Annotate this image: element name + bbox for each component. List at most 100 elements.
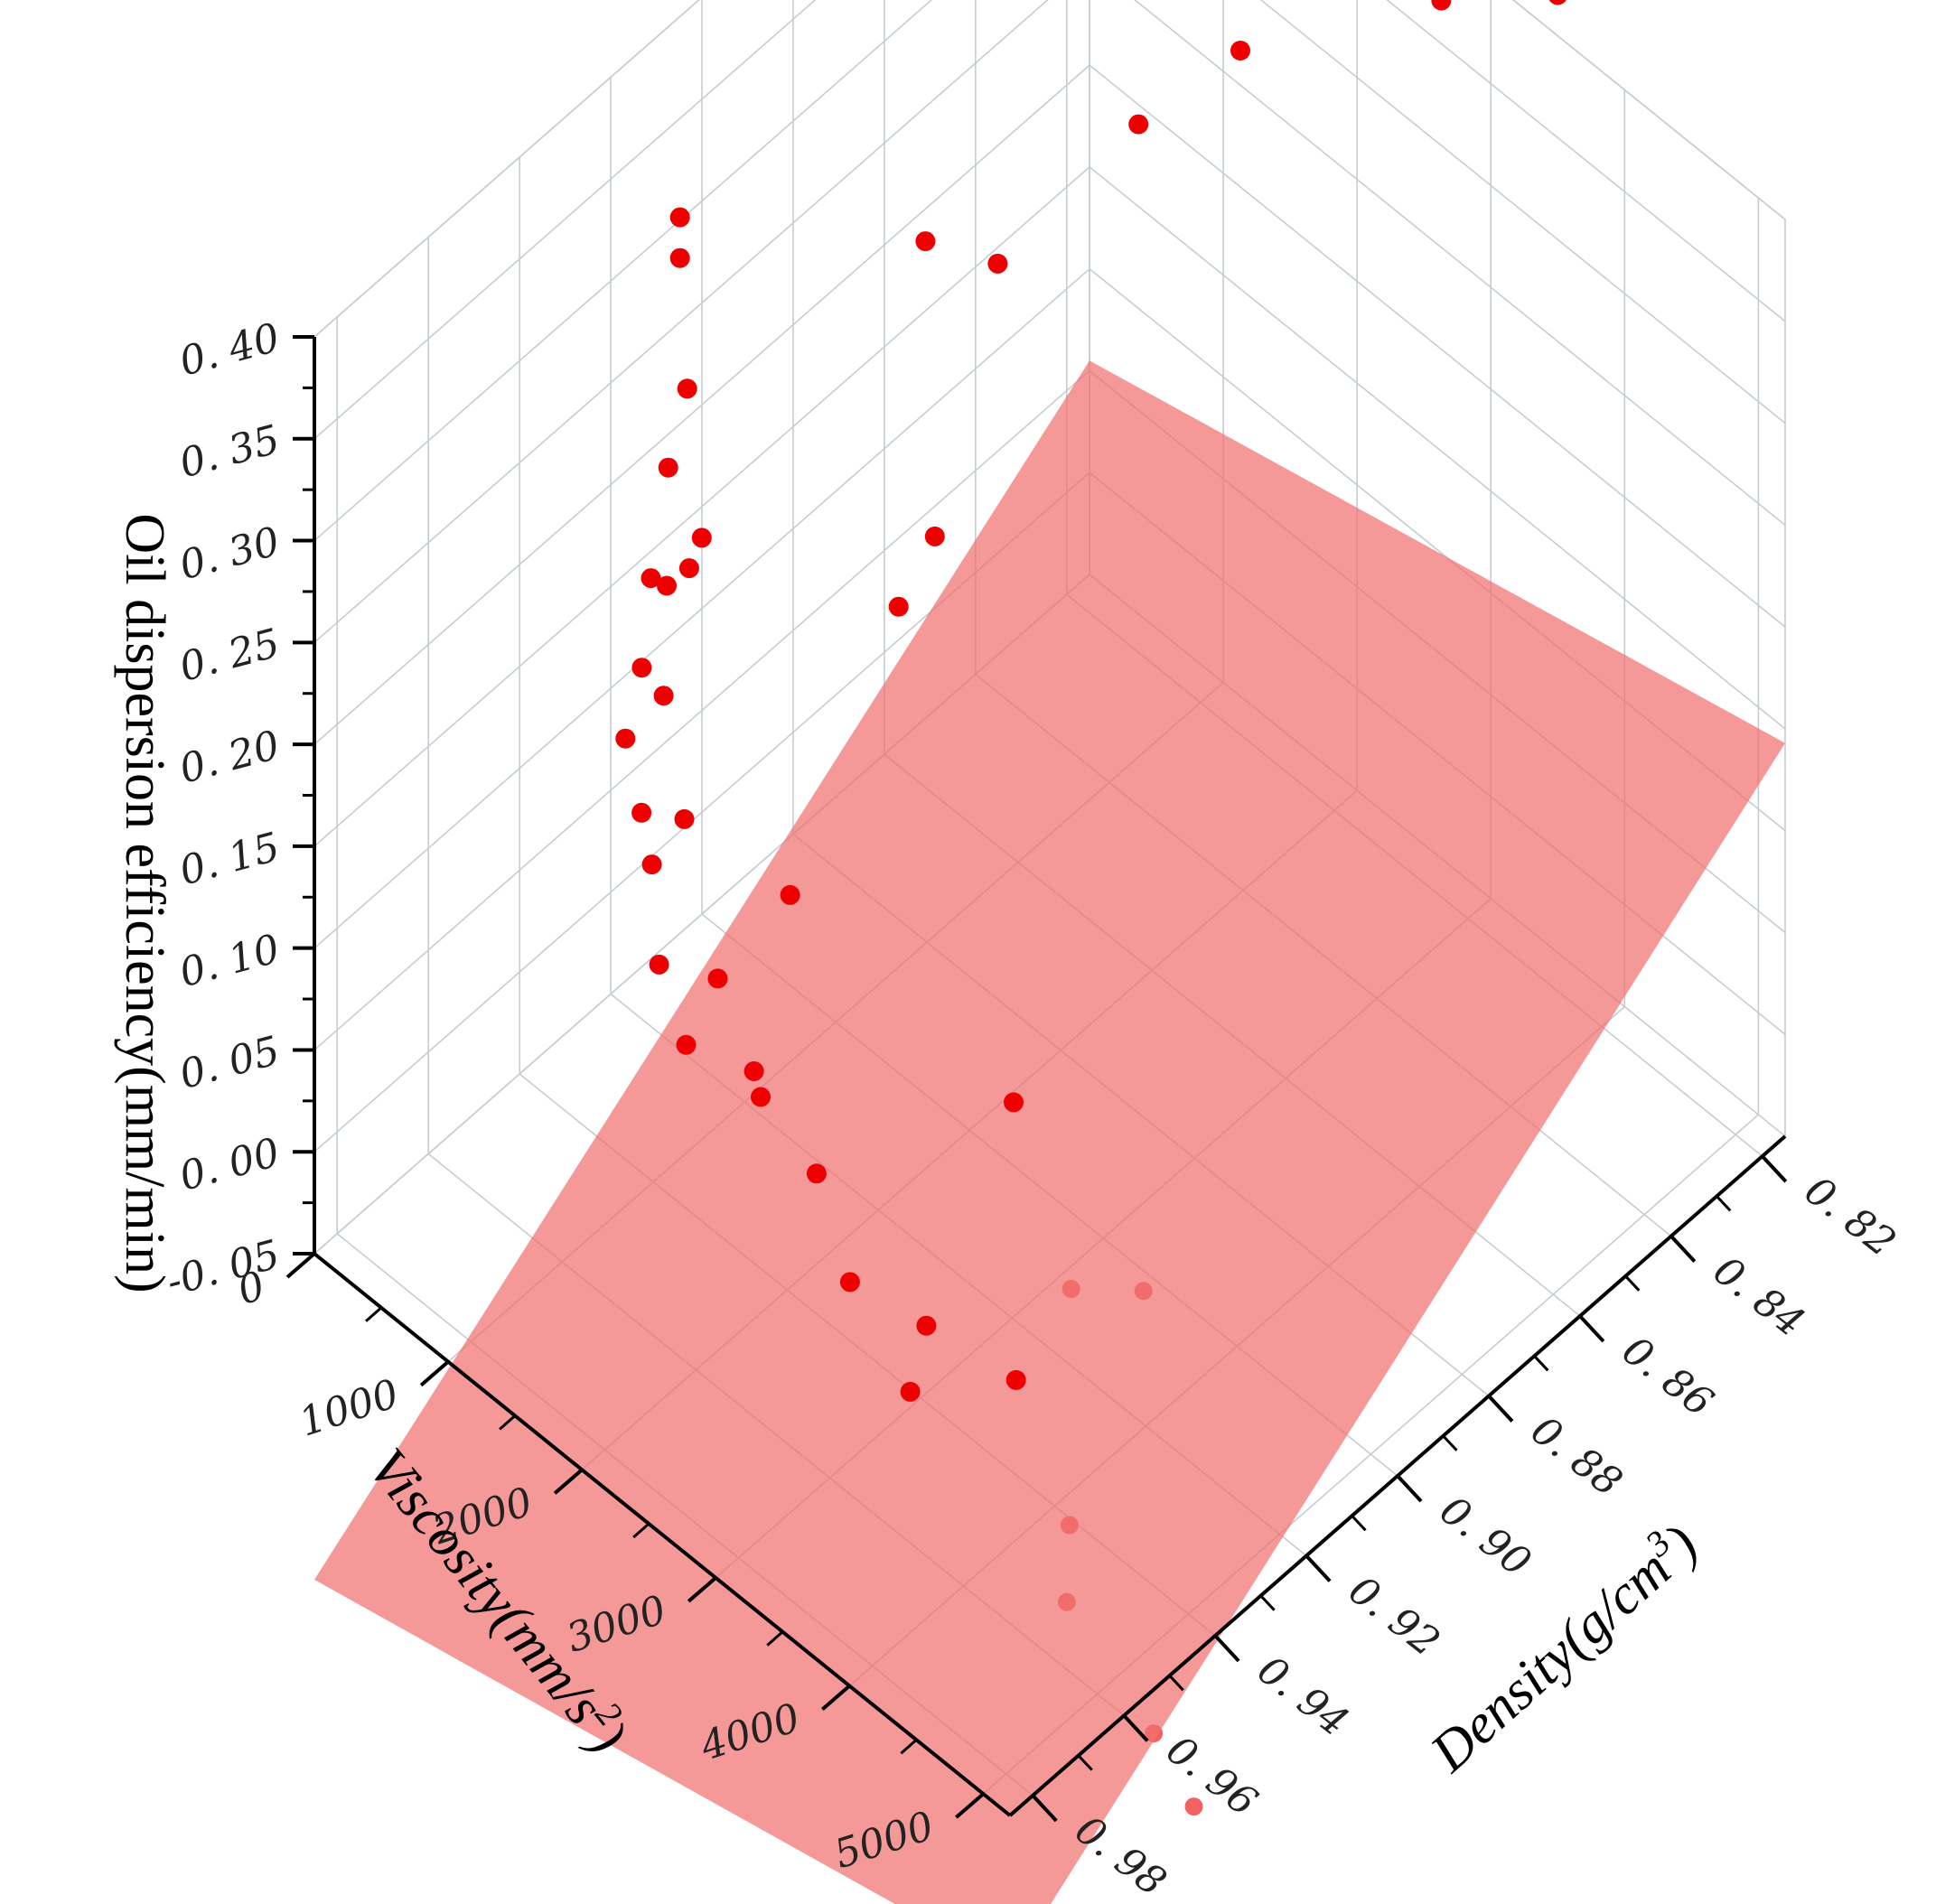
data-point: [653, 686, 674, 706]
grid-line: [313, 64, 1090, 745]
data-point: [1004, 1092, 1024, 1113]
y-minor-tick: [1716, 1195, 1732, 1212]
data-point: [780, 884, 800, 905]
y-axis-title-main: Density(g/cm: [1418, 1538, 1682, 1784]
x-tick-label: 1000: [294, 1371, 404, 1446]
data-point: [915, 231, 936, 252]
data-point: [1005, 1369, 1026, 1390]
y-tick: [1122, 1714, 1149, 1742]
data-point: [691, 527, 712, 548]
data-point: [900, 1381, 921, 1402]
y-tick-label: 0. 96: [1157, 1727, 1266, 1825]
data-point: [987, 253, 1008, 274]
grid-line: [313, 0, 817, 440]
y-minor-tick: [1259, 1594, 1276, 1611]
x-minor-tick: [766, 1630, 784, 1647]
data-point: [1184, 1797, 1203, 1816]
data-point: [888, 596, 909, 617]
z-tick-label: 0. 30: [174, 518, 284, 589]
data-point: [631, 658, 652, 678]
x-minor-tick: [900, 1739, 918, 1755]
y-minor-tick: [1168, 1675, 1184, 1692]
x-tick: [419, 1360, 450, 1387]
data-point: [658, 457, 678, 478]
grid-line: [1511, 0, 1786, 220]
data-point: [916, 1315, 937, 1336]
data-point: [677, 378, 697, 399]
y-tick-label: 0. 90: [1431, 1487, 1539, 1585]
y-tick-label: 0. 88: [1522, 1407, 1631, 1506]
y-tick: [1578, 1314, 1605, 1343]
data-point: [674, 808, 695, 829]
y-tick-label: 0. 94: [1249, 1647, 1357, 1745]
grid-line: [313, 0, 1049, 643]
data-point: [1230, 41, 1250, 61]
grid-line: [1134, 0, 1786, 526]
data-point: [649, 954, 669, 975]
data-point: [641, 568, 661, 589]
data-point: [1548, 0, 1567, 5]
y-axis-title: Density(g/cm3): [1415, 1509, 1709, 1784]
grid-line: [313, 166, 1090, 847]
box-edge: [1511, 0, 1786, 220]
x-tick: [820, 1684, 851, 1711]
y-tick-label: 0. 84: [1705, 1247, 1813, 1346]
z-tick-label: 0. 05: [174, 1028, 284, 1098]
z-tick-label: 0. 20: [174, 722, 284, 792]
data-point: [839, 1272, 860, 1293]
axes: [285, 335, 1788, 1823]
data-point: [641, 854, 662, 875]
y-tick: [1761, 1154, 1788, 1183]
y-tick-label: 0. 98: [1066, 1806, 1174, 1904]
data-point: [1128, 114, 1149, 135]
data-point: [676, 1034, 697, 1055]
y-tick: [1487, 1395, 1514, 1423]
y-tick: [1213, 1634, 1240, 1663]
data-point: [1431, 0, 1452, 11]
grid-line: [313, 369, 1090, 1051]
y-tick: [1031, 1794, 1058, 1823]
x-tick: [955, 1792, 985, 1819]
y-tick-label: 0. 86: [1613, 1328, 1722, 1426]
data-point: [615, 728, 636, 749]
box-edge: [313, 0, 700, 338]
regression-plane: [314, 360, 1785, 1904]
x-minor-tick: [632, 1522, 650, 1539]
x-minor-tick: [499, 1414, 517, 1431]
data-point: [806, 1163, 827, 1184]
z-tick-label: 0. 15: [174, 824, 284, 894]
y-minor-tick: [1624, 1274, 1641, 1292]
data-point: [657, 575, 677, 596]
grid-line: [1259, 0, 1786, 425]
x-tick: [285, 1252, 316, 1279]
data-point: [669, 247, 690, 268]
data-point: [678, 558, 699, 579]
x-tick: [687, 1576, 717, 1603]
y-minor-tick: [1442, 1434, 1458, 1451]
x-minor-tick: [365, 1306, 383, 1322]
data-point: [707, 968, 728, 989]
data-point: [631, 802, 652, 823]
y-tick: [1305, 1554, 1332, 1582]
y-tick-label: 0. 92: [1340, 1567, 1448, 1666]
z-tick-label: 0. 35: [174, 416, 284, 487]
z-tick-label: 0. 00: [174, 1130, 284, 1200]
y-minor-tick: [1077, 1754, 1093, 1771]
z-tick-label: 0. 25: [174, 621, 284, 691]
data-point: [669, 207, 690, 228]
data-points-front: [615, 0, 1567, 1402]
data-point: [924, 526, 945, 546]
z-tick-label: 0. 40: [174, 314, 284, 385]
y-minor-tick: [1351, 1515, 1367, 1532]
grid-line: [1089, 64, 1786, 628]
z-tick-label: 0. 10: [174, 926, 284, 996]
grid-line: [313, 268, 1090, 949]
x-axis-line: [313, 1252, 1012, 1817]
y-minor-tick: [1533, 1355, 1549, 1372]
y-tick: [1396, 1474, 1423, 1503]
y-tick: [1669, 1235, 1697, 1263]
z-axis-title: Oil dispersion efficiency(mm/min): [114, 513, 175, 1293]
x-tick: [553, 1468, 584, 1495]
grid-line: [1089, 166, 1786, 730]
